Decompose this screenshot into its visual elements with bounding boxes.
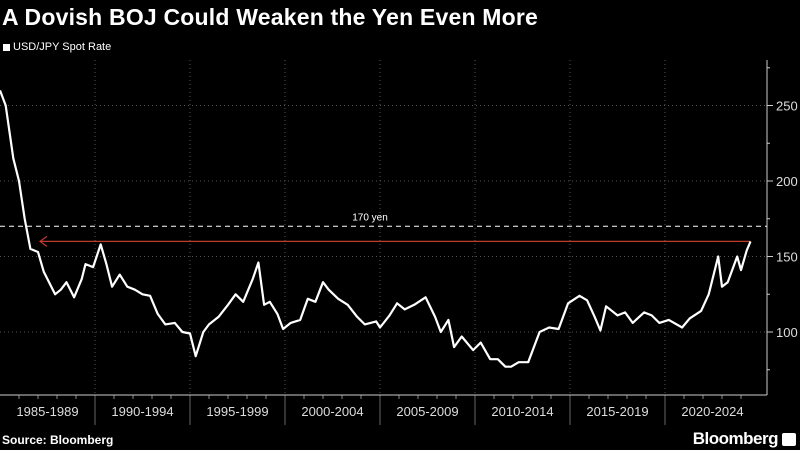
x-category-label: 2015-2019 <box>586 404 648 419</box>
usd-jpy-line <box>0 90 752 368</box>
x-category-label: 2020-2024 <box>681 404 743 419</box>
threshold-label: 170 yen <box>352 212 388 223</box>
x-category-label: 1985-1989 <box>16 404 78 419</box>
legend: USD/JPY Spot Rate <box>3 41 111 53</box>
legend-swatch <box>3 43 10 51</box>
x-category-label: 2000-2004 <box>301 404 363 419</box>
arrow-head-icon <box>38 235 48 247</box>
chart-title: A Dovish BOJ Could Weaken the Yen Even M… <box>2 4 539 30</box>
legend-label: USD/JPY Spot Rate <box>13 41 112 53</box>
x-category-label: 2005-2009 <box>396 404 458 419</box>
y-tick-label: 100 <box>776 325 798 340</box>
bloomberg-logo: Bloomberg <box>692 429 779 448</box>
source-note: Source: Bloomberg <box>2 433 114 447</box>
y-tick-label: 250 <box>776 99 798 114</box>
y-tick-label: 200 <box>776 174 798 189</box>
x-category-label: 2010-2014 <box>491 404 553 419</box>
x-category-label: 1995-1999 <box>206 404 268 419</box>
x-category-label: 1990-1994 <box>111 404 173 419</box>
bloomberg-chart-icon <box>782 433 796 446</box>
y-tick-label: 150 <box>776 250 798 265</box>
